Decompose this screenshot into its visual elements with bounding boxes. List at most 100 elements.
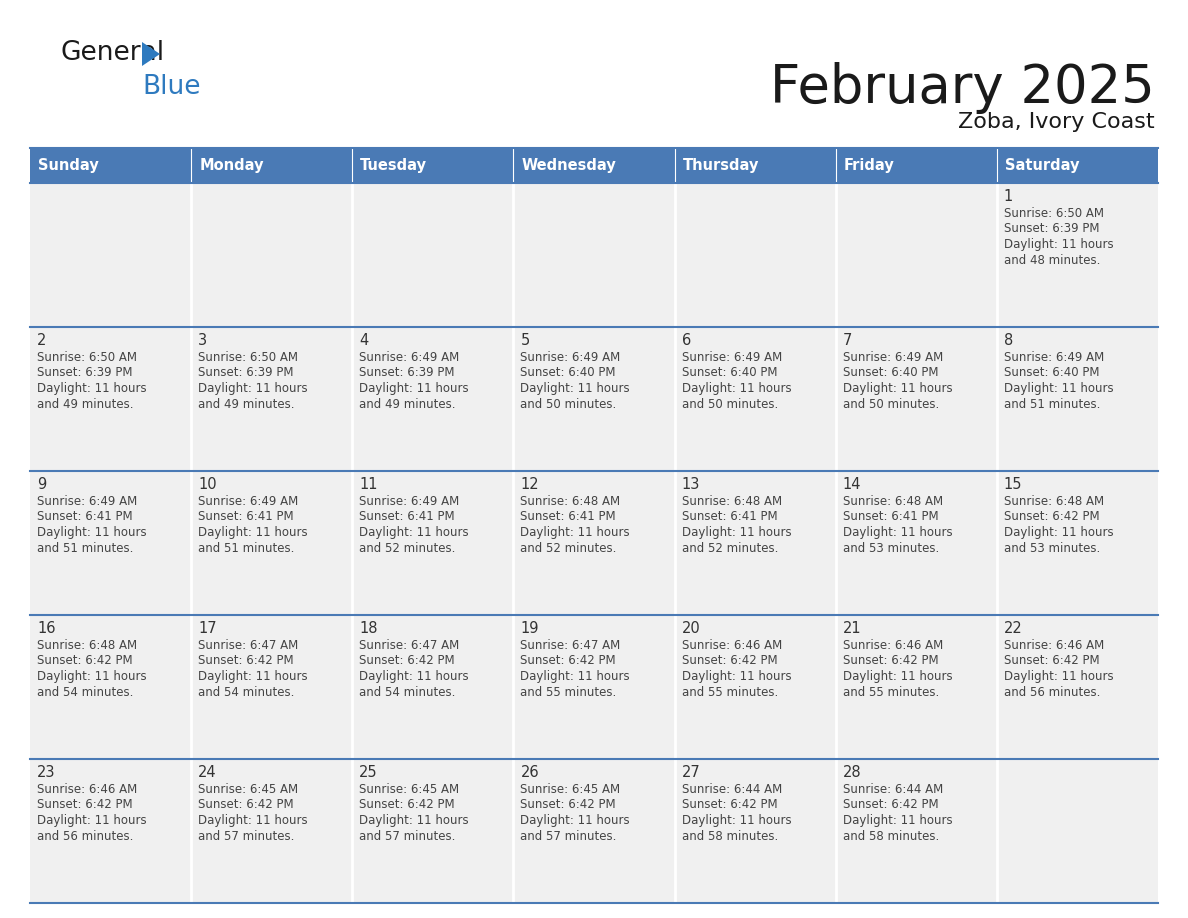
- Text: Daylight: 11 hours: Daylight: 11 hours: [359, 526, 469, 539]
- Text: Sunset: 6:40 PM: Sunset: 6:40 PM: [1004, 366, 1099, 379]
- Text: and 53 minutes.: and 53 minutes.: [842, 542, 939, 554]
- Text: and 49 minutes.: and 49 minutes.: [37, 397, 133, 410]
- Text: and 54 minutes.: and 54 minutes.: [359, 686, 456, 699]
- Text: Monday: Monday: [200, 158, 264, 173]
- Text: 7: 7: [842, 333, 852, 348]
- Bar: [30, 183, 191, 327]
- Text: Sunrise: 6:49 AM: Sunrise: 6:49 AM: [1004, 351, 1104, 364]
- Text: Sunrise: 6:45 AM: Sunrise: 6:45 AM: [198, 783, 298, 796]
- Text: Daylight: 11 hours: Daylight: 11 hours: [682, 526, 791, 539]
- Text: Sunrise: 6:49 AM: Sunrise: 6:49 AM: [682, 351, 782, 364]
- Bar: [835, 615, 997, 759]
- Text: 4: 4: [359, 333, 368, 348]
- Text: and 50 minutes.: and 50 minutes.: [842, 397, 939, 410]
- Bar: [30, 615, 191, 759]
- Text: 8: 8: [1004, 333, 1013, 348]
- Text: and 54 minutes.: and 54 minutes.: [198, 686, 295, 699]
- Text: Daylight: 11 hours: Daylight: 11 hours: [520, 382, 630, 395]
- Bar: [353, 183, 513, 327]
- Bar: [675, 183, 835, 327]
- Bar: [191, 183, 353, 327]
- Text: Daylight: 11 hours: Daylight: 11 hours: [1004, 382, 1113, 395]
- Text: Daylight: 11 hours: Daylight: 11 hours: [520, 814, 630, 827]
- Text: Sunset: 6:42 PM: Sunset: 6:42 PM: [842, 655, 939, 667]
- Text: 11: 11: [359, 477, 378, 492]
- Text: 2: 2: [37, 333, 46, 348]
- Bar: [835, 183, 997, 327]
- Bar: [675, 471, 835, 615]
- Text: and 56 minutes.: and 56 minutes.: [1004, 686, 1100, 699]
- Text: Sunset: 6:42 PM: Sunset: 6:42 PM: [682, 655, 777, 667]
- Text: 19: 19: [520, 621, 539, 636]
- Text: Sunset: 6:42 PM: Sunset: 6:42 PM: [37, 655, 133, 667]
- Text: 21: 21: [842, 621, 861, 636]
- Text: Sunrise: 6:47 AM: Sunrise: 6:47 AM: [520, 639, 620, 652]
- Text: Sunset: 6:41 PM: Sunset: 6:41 PM: [359, 510, 455, 523]
- Bar: [997, 327, 1158, 471]
- Text: Sunset: 6:39 PM: Sunset: 6:39 PM: [1004, 222, 1099, 236]
- Bar: [191, 759, 353, 903]
- Text: Sunrise: 6:47 AM: Sunrise: 6:47 AM: [198, 639, 298, 652]
- Text: Sunrise: 6:46 AM: Sunrise: 6:46 AM: [842, 639, 943, 652]
- Text: 18: 18: [359, 621, 378, 636]
- Text: Sunrise: 6:49 AM: Sunrise: 6:49 AM: [37, 495, 138, 508]
- Text: Sunset: 6:42 PM: Sunset: 6:42 PM: [520, 655, 617, 667]
- Text: Daylight: 11 hours: Daylight: 11 hours: [842, 382, 953, 395]
- Bar: [353, 327, 513, 471]
- Text: and 55 minutes.: and 55 minutes.: [842, 686, 939, 699]
- Text: and 51 minutes.: and 51 minutes.: [37, 542, 133, 554]
- Text: Sunrise: 6:46 AM: Sunrise: 6:46 AM: [37, 783, 138, 796]
- Text: Sunrise: 6:47 AM: Sunrise: 6:47 AM: [359, 639, 460, 652]
- Text: Sunrise: 6:45 AM: Sunrise: 6:45 AM: [520, 783, 620, 796]
- Text: Thursday: Thursday: [683, 158, 759, 173]
- Text: Daylight: 11 hours: Daylight: 11 hours: [1004, 238, 1113, 251]
- Text: and 54 minutes.: and 54 minutes.: [37, 686, 133, 699]
- Bar: [30, 148, 191, 183]
- Text: 5: 5: [520, 333, 530, 348]
- Text: Sunset: 6:42 PM: Sunset: 6:42 PM: [842, 799, 939, 812]
- Text: and 58 minutes.: and 58 minutes.: [842, 830, 939, 843]
- Text: Sunset: 6:40 PM: Sunset: 6:40 PM: [842, 366, 939, 379]
- Text: Sunrise: 6:48 AM: Sunrise: 6:48 AM: [520, 495, 620, 508]
- Text: Daylight: 11 hours: Daylight: 11 hours: [37, 670, 146, 683]
- Text: Daylight: 11 hours: Daylight: 11 hours: [198, 670, 308, 683]
- Bar: [30, 327, 191, 471]
- Text: Sunset: 6:40 PM: Sunset: 6:40 PM: [520, 366, 615, 379]
- Text: Sunset: 6:41 PM: Sunset: 6:41 PM: [682, 510, 777, 523]
- Text: Sunrise: 6:49 AM: Sunrise: 6:49 AM: [842, 351, 943, 364]
- Text: Zoba, Ivory Coast: Zoba, Ivory Coast: [959, 112, 1155, 132]
- Text: Daylight: 11 hours: Daylight: 11 hours: [1004, 526, 1113, 539]
- Text: Daylight: 11 hours: Daylight: 11 hours: [682, 382, 791, 395]
- Text: 28: 28: [842, 765, 861, 780]
- Text: and 57 minutes.: and 57 minutes.: [520, 830, 617, 843]
- Text: Daylight: 11 hours: Daylight: 11 hours: [1004, 670, 1113, 683]
- Text: Daylight: 11 hours: Daylight: 11 hours: [198, 382, 308, 395]
- Text: Sunset: 6:39 PM: Sunset: 6:39 PM: [359, 366, 455, 379]
- Text: and 55 minutes.: and 55 minutes.: [520, 686, 617, 699]
- Text: 14: 14: [842, 477, 861, 492]
- Text: Sunset: 6:42 PM: Sunset: 6:42 PM: [520, 799, 617, 812]
- Bar: [513, 471, 675, 615]
- Text: Sunset: 6:41 PM: Sunset: 6:41 PM: [198, 510, 293, 523]
- Text: Daylight: 11 hours: Daylight: 11 hours: [682, 670, 791, 683]
- Bar: [997, 148, 1158, 183]
- Text: Sunset: 6:41 PM: Sunset: 6:41 PM: [842, 510, 939, 523]
- Text: and 58 minutes.: and 58 minutes.: [682, 830, 778, 843]
- Bar: [835, 471, 997, 615]
- Text: Sunset: 6:42 PM: Sunset: 6:42 PM: [37, 799, 133, 812]
- Text: Sunset: 6:41 PM: Sunset: 6:41 PM: [37, 510, 133, 523]
- Text: 13: 13: [682, 477, 700, 492]
- Text: 3: 3: [198, 333, 207, 348]
- Bar: [835, 759, 997, 903]
- Text: Daylight: 11 hours: Daylight: 11 hours: [198, 526, 308, 539]
- Text: General: General: [61, 40, 164, 66]
- Text: Wednesday: Wednesday: [522, 158, 617, 173]
- Bar: [30, 471, 191, 615]
- Text: Daylight: 11 hours: Daylight: 11 hours: [359, 670, 469, 683]
- Text: and 52 minutes.: and 52 minutes.: [682, 542, 778, 554]
- Text: and 55 minutes.: and 55 minutes.: [682, 686, 778, 699]
- Text: Sunset: 6:42 PM: Sunset: 6:42 PM: [198, 655, 293, 667]
- Text: and 52 minutes.: and 52 minutes.: [359, 542, 456, 554]
- Bar: [997, 183, 1158, 327]
- Text: and 51 minutes.: and 51 minutes.: [1004, 397, 1100, 410]
